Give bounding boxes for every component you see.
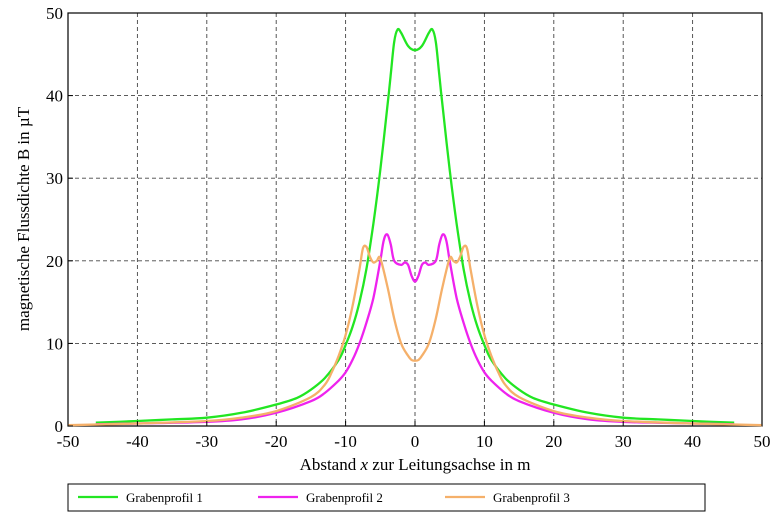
y-tick-label: 50: [46, 4, 63, 23]
y-tick-label: 40: [46, 87, 63, 106]
grid: [68, 13, 762, 426]
x-tick-label: 50: [754, 432, 771, 451]
x-tick-label: 20: [545, 432, 562, 451]
legend-box: [67, 483, 706, 512]
legend-label-1: Grabenprofil 1: [126, 490, 203, 505]
x-tick-label: -10: [334, 432, 357, 451]
series-line-3: [67, 244, 763, 427]
x-tick-label: 0: [411, 432, 420, 451]
x-tick-label: 40: [684, 432, 701, 451]
x-tick-label: -20: [265, 432, 288, 451]
y-tick-label: 30: [46, 169, 63, 188]
legend-label-3: Grabenprofil 3: [493, 490, 570, 505]
x-tick-label: 30: [615, 432, 632, 451]
x-tick-label: -40: [126, 432, 149, 451]
x-tick-label: 10: [476, 432, 493, 451]
y-tick-label: 10: [46, 334, 63, 353]
x-tick-label: -50: [57, 432, 80, 451]
y-tick-label: 20: [46, 252, 63, 271]
x-tick-label: -30: [195, 432, 218, 451]
legend-label-2: Grabenprofil 2: [306, 490, 383, 505]
y-tick-label: 0: [55, 417, 64, 436]
series-lines: [67, 27, 763, 427]
y-axis-label: magnetische Flussdichte B in µT: [14, 106, 33, 331]
legend: Grabenprofil 1 Grabenprofil 2 Grabenprofil…: [67, 483, 706, 512]
series-line-2: [95, 233, 735, 426]
series-line-1: [95, 27, 735, 424]
x-axis-label: Abstand x zur Leitungsachse in m: [300, 455, 531, 474]
tick-labels: -50 -40 -30 -20 -10 0 10 20 30 40 50 0 10 20 30 40 50: [46, 4, 771, 451]
